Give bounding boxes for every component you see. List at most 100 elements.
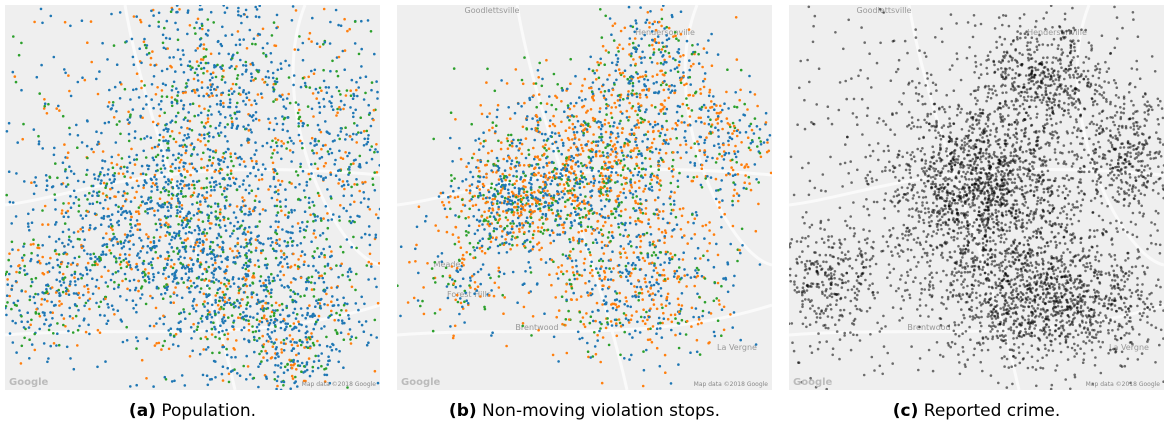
dot <box>554 140 558 144</box>
dot <box>178 8 181 11</box>
dot <box>625 109 629 113</box>
dot <box>68 126 71 130</box>
dot <box>293 263 297 267</box>
dot <box>598 213 602 216</box>
dot <box>117 205 120 209</box>
dot <box>618 161 622 165</box>
dot <box>196 47 199 50</box>
dot <box>606 187 609 190</box>
dot <box>179 255 182 259</box>
dot <box>93 212 97 215</box>
dot <box>218 171 222 175</box>
dot <box>553 124 557 128</box>
dot <box>167 179 171 183</box>
dot <box>521 180 525 183</box>
dot <box>597 169 600 173</box>
dot <box>282 117 286 121</box>
dot <box>301 341 304 344</box>
dot <box>204 61 208 65</box>
dot <box>595 121 599 124</box>
dot <box>111 228 114 232</box>
dot <box>76 230 80 233</box>
dot <box>651 151 654 154</box>
dot <box>317 359 321 363</box>
dot <box>659 131 662 135</box>
dot <box>82 249 86 252</box>
dot <box>687 107 690 110</box>
dot <box>535 115 539 118</box>
dot <box>167 139 170 143</box>
dot <box>100 179 103 182</box>
dot <box>517 187 521 190</box>
dot <box>69 195 72 198</box>
dot <box>184 116 187 119</box>
dot <box>311 365 315 369</box>
dot <box>174 332 178 336</box>
dot <box>330 309 333 313</box>
dot <box>313 281 317 285</box>
dot <box>618 104 621 107</box>
dot <box>286 116 289 119</box>
dot <box>520 152 524 156</box>
dot <box>353 183 356 186</box>
dot <box>222 105 225 108</box>
dot <box>337 89 341 93</box>
dot <box>699 116 702 120</box>
dot <box>114 141 118 144</box>
dot <box>128 161 132 165</box>
dot <box>639 211 643 214</box>
dot <box>130 37 134 41</box>
dot <box>561 189 565 193</box>
dot <box>625 137 628 141</box>
dot <box>600 240 604 244</box>
dot <box>13 75 17 78</box>
dot <box>240 206 243 209</box>
dot <box>511 243 514 247</box>
dot <box>540 132 544 136</box>
dot <box>181 145 185 149</box>
dot <box>527 230 531 233</box>
dot <box>110 161 113 165</box>
dot <box>533 190 536 194</box>
dot <box>597 190 601 193</box>
dot <box>548 233 552 237</box>
dot <box>222 152 225 155</box>
dot <box>119 266 123 270</box>
dot <box>322 217 325 220</box>
dot <box>616 126 619 129</box>
dot <box>373 171 377 174</box>
dot <box>57 104 60 108</box>
dot <box>186 126 189 130</box>
dot <box>205 232 209 235</box>
dot <box>257 323 261 326</box>
dot <box>140 61 143 65</box>
dot <box>551 176 555 179</box>
dot <box>5 313 8 317</box>
dot <box>52 55 56 59</box>
dot <box>200 166 203 170</box>
dot <box>700 186 704 189</box>
dot <box>308 374 312 378</box>
dot <box>640 152 643 155</box>
dot <box>135 219 139 222</box>
dot <box>96 257 99 261</box>
dot <box>518 147 521 150</box>
dot <box>499 189 503 192</box>
dot <box>517 198 520 202</box>
dot <box>150 98 153 101</box>
dot <box>637 149 641 153</box>
dot <box>67 293 71 297</box>
dot <box>479 160 482 164</box>
dot <box>20 344 24 348</box>
dot <box>532 229 536 233</box>
dot <box>529 240 532 244</box>
dot <box>670 169 674 173</box>
dot <box>129 222 132 226</box>
dot <box>460 209 463 213</box>
dot <box>101 41 104 45</box>
dot <box>311 149 314 152</box>
dot <box>72 231 76 234</box>
dot <box>151 296 154 300</box>
dot <box>583 207 587 210</box>
dot <box>453 196 457 199</box>
